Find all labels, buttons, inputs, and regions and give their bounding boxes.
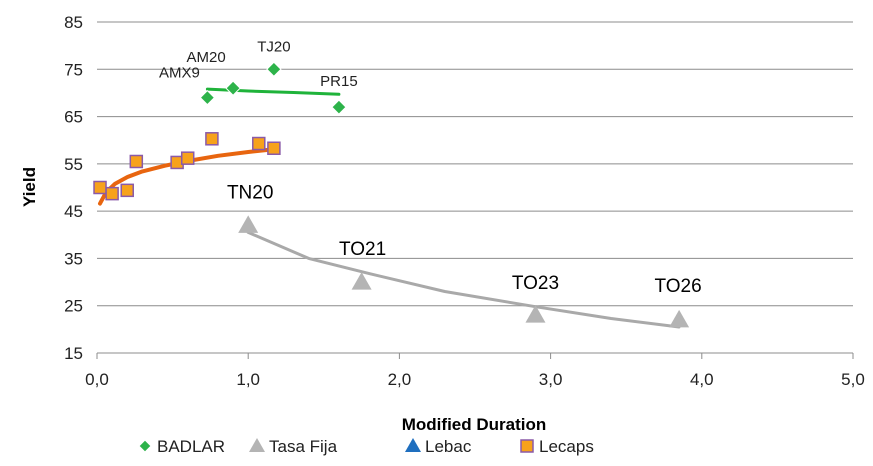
point-label-to21: TO21 [339,239,386,260]
y-tick-labels: 15 25 35 45 55 65 75 85 [64,13,83,363]
point-label-amx9: AMX9 [159,65,200,82]
legend-marker-tasa-fija [249,438,265,452]
point-lecaps [252,136,266,151]
point-badlar [331,99,347,115]
legend-item-badlar: BADLAR [138,437,225,456]
y-tick-label: 25 [64,297,83,316]
legend-marker-lebac [405,438,421,452]
x-tick-label: 3,0 [539,370,563,389]
point-tasa-fija [351,272,372,290]
point-lecaps [205,132,219,146]
y-tick-label: 55 [64,155,83,174]
y-tick-label: 15 [64,344,83,363]
point-tasa-fija [525,305,546,323]
point-lecaps [267,141,281,156]
legend-label-badlar: BADLAR [157,437,225,456]
y-tick-label: 45 [64,202,83,221]
legend: BADLAR Tasa Fija Lebac Lecaps [138,437,594,456]
y-tick-label: 35 [64,249,83,268]
x-tick-label: 2,0 [388,370,412,389]
legend-label-lebac: Lebac [425,437,472,456]
point-badlar [225,80,241,96]
x-tick-labels: 0,0 1,0 2,0 3,0 4,0 5,0 [85,353,865,389]
y-tick-label: 75 [64,60,83,79]
point-label-tn20: TN20 [227,182,273,203]
data-points [93,61,690,328]
point-badlar [199,89,216,106]
point-tasa-fija [669,309,690,328]
legend-item-tasa-fija: Tasa Fija [249,437,338,456]
point-badlar [266,61,282,77]
legend-label-lecaps: Lecaps [539,437,594,456]
x-axis-title: Modified Duration [402,415,546,434]
x-tick-label: 5,0 [841,370,865,389]
point-lecaps [105,186,119,201]
point-label-am20: AM20 [186,49,225,66]
y-axis-title: Yield [20,167,39,207]
point-lecaps [120,183,134,198]
legend-marker-lecaps [520,439,534,453]
legend-label-tasa-fija: Tasa Fija [269,437,338,456]
trend-lines [98,87,681,329]
legend-marker-badlar [138,439,152,453]
point-label-to23: TO23 [512,273,559,294]
point-lecaps [180,151,195,165]
point-label-pr15: PR15 [320,73,358,90]
x-tick-label: 4,0 [690,370,714,389]
x-tick-label: 0,0 [85,370,109,389]
point-label-to26: TO26 [655,276,702,297]
y-tick-label: 85 [64,13,83,32]
grid-lines [97,21,853,307]
legend-item-lecaps: Lecaps [520,437,594,456]
legend-item-lebac: Lebac [405,437,472,456]
point-lecaps [129,154,144,169]
x-tick-label: 1,0 [236,370,260,389]
y-tick-label: 65 [64,108,83,127]
trend-line-tasa-fija [246,230,681,329]
point-lecaps [93,180,107,195]
point-label-tj20: TJ20 [257,38,290,55]
point-tasa-fija [238,215,259,233]
